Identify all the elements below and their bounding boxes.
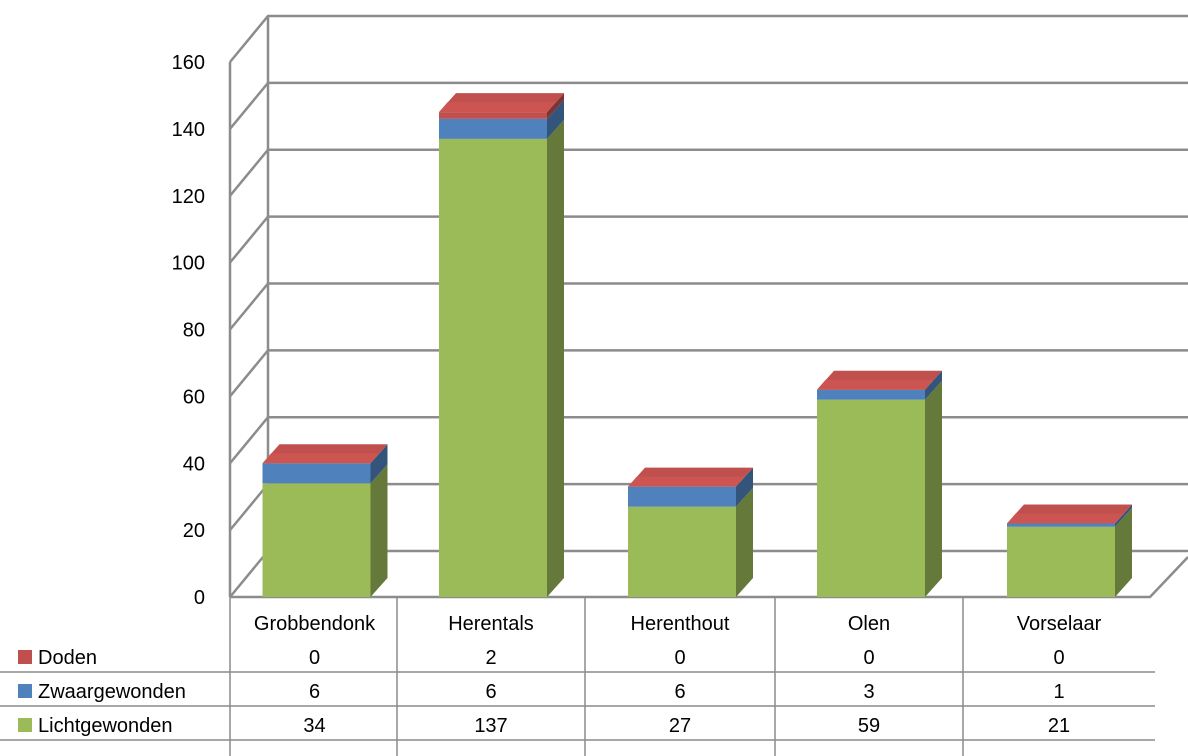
cell-lichtgewonden-olen: 59: [858, 715, 880, 737]
y-tick-label: 140: [172, 119, 205, 141]
bar-zwaargewonden-olen: [817, 389, 925, 400]
data-table: Grobbendonk Herentals Herenthout Olen Vorsel…: [0, 597, 1155, 756]
bar-top-highlight-herenthout: [628, 476, 745, 487]
bar-lichtgewonden-herenthout: [628, 506, 736, 597]
bar-stack-herenthout: [628, 467, 753, 597]
bar-stack-olen: [817, 370, 942, 597]
legend-key-zwaargewonden: [18, 684, 32, 698]
bar-side-zwaargewonden-grobbendonk: [370, 444, 388, 484]
legend-key-lichtgewonden: [18, 718, 32, 732]
gridline: [229, 148, 1188, 197]
bar-side-lichtgewonden-vorselaar: [1115, 507, 1132, 597]
row-label-zwaargewonden: Zwaargewonden: [38, 681, 186, 703]
cell-doden-grobbendonk: 0: [309, 647, 320, 669]
legend-key-doden: [18, 650, 32, 664]
cell-doden-olen: 0: [863, 647, 874, 669]
cell-zwaargewonden-vorselaar: 1: [1053, 681, 1064, 703]
bar-top-highlight-grobbendonk: [262, 453, 379, 464]
y-tick-label: 0: [194, 587, 205, 609]
bar-side-doden-herentals: [547, 93, 564, 119]
bar-side-lichtgewonden-herentals: [547, 119, 564, 597]
bar-lichtgewonden-vorselaar: [1007, 526, 1115, 597]
y-tick-label: 80: [183, 320, 205, 342]
table-header-grobbendonk: Grobbendonk: [254, 613, 376, 635]
table-header-olen: Olen: [848, 613, 890, 635]
bar-stack-vorselaar: [1007, 504, 1132, 597]
table-header-herentals: Herentals: [448, 613, 534, 635]
cell-zwaargewonden-olen: 3: [863, 681, 874, 703]
cell-zwaargewonden-herentals: 6: [485, 681, 496, 703]
cell-lichtgewonden-herentals: 137: [474, 715, 507, 737]
gridline: [229, 282, 1188, 331]
bar-lichtgewonden-grobbendonk: [262, 483, 371, 597]
cell-lichtgewonden-vorselaar: 21: [1048, 715, 1070, 737]
bar-side-zwaargewonden-olen: [925, 370, 942, 400]
bar-lichtgewonden-herentals: [439, 138, 547, 597]
gridline: [229, 215, 1188, 264]
gridline: [229, 349, 1188, 398]
bar-top-highlight-vorselaar: [1007, 513, 1124, 524]
bars: [262, 93, 1132, 597]
row-label-lichtgewonden: Lichtgewonden: [38, 715, 173, 737]
cell-lichtgewonden-grobbendonk: 34: [303, 715, 325, 737]
bar-stack-grobbendonk: [262, 444, 388, 597]
bar-lichtgewonden-olen: [817, 399, 925, 597]
bar-zwaargewonden-herenthout: [628, 486, 736, 507]
cell-zwaargewonden-herenthout: 6: [674, 681, 685, 703]
bar-side-lichtgewonden-olen: [925, 380, 942, 597]
bar-side-lichtgewonden-herenthout: [736, 487, 753, 597]
y-tick-label: 160: [172, 52, 205, 74]
bar-zwaargewonden-grobbendonk: [262, 463, 371, 484]
bar-side-zwaargewonden-vorselaar: [1115, 504, 1132, 527]
gridline: [229, 14, 1188, 63]
bar-stack-herentals: [439, 93, 564, 597]
cell-doden-herenthout: 0: [674, 647, 685, 669]
table-header-vorselaar: Vorselaar: [1017, 613, 1102, 635]
table-header-herenthout: Herenthout: [631, 613, 730, 635]
bar-zwaargewonden-vorselaar: [1007, 523, 1115, 527]
y-axis-ticks: 0 20 40 60 80 100 120 140 160: [172, 52, 205, 609]
bar-doden-herentals: [439, 112, 547, 119]
bar-top-highlight-herentals: [439, 102, 556, 113]
y-tick-label: 40: [183, 453, 205, 475]
bar-zwaargewonden-herentals: [439, 118, 547, 139]
gridline: [229, 81, 1188, 130]
y-tick-label: 120: [172, 186, 205, 208]
cell-doden-vorselaar: 0: [1053, 647, 1064, 669]
bar-top-highlight-olen: [817, 379, 934, 390]
bar-side-lichtgewonden-grobbendonk: [370, 464, 388, 597]
y-tick-label: 60: [183, 386, 205, 408]
bar-side-zwaargewonden-herentals: [547, 99, 564, 139]
cell-zwaargewonden-grobbendonk: 6: [309, 681, 320, 703]
cell-doden-herentals: 2: [485, 647, 496, 669]
y-tick-label: 100: [172, 253, 205, 275]
cell-lichtgewonden-herenthout: 27: [669, 715, 691, 737]
y-tick-label: 20: [183, 520, 205, 542]
bar-side-zwaargewonden-herenthout: [736, 467, 753, 507]
row-label-doden: Doden: [38, 647, 97, 669]
